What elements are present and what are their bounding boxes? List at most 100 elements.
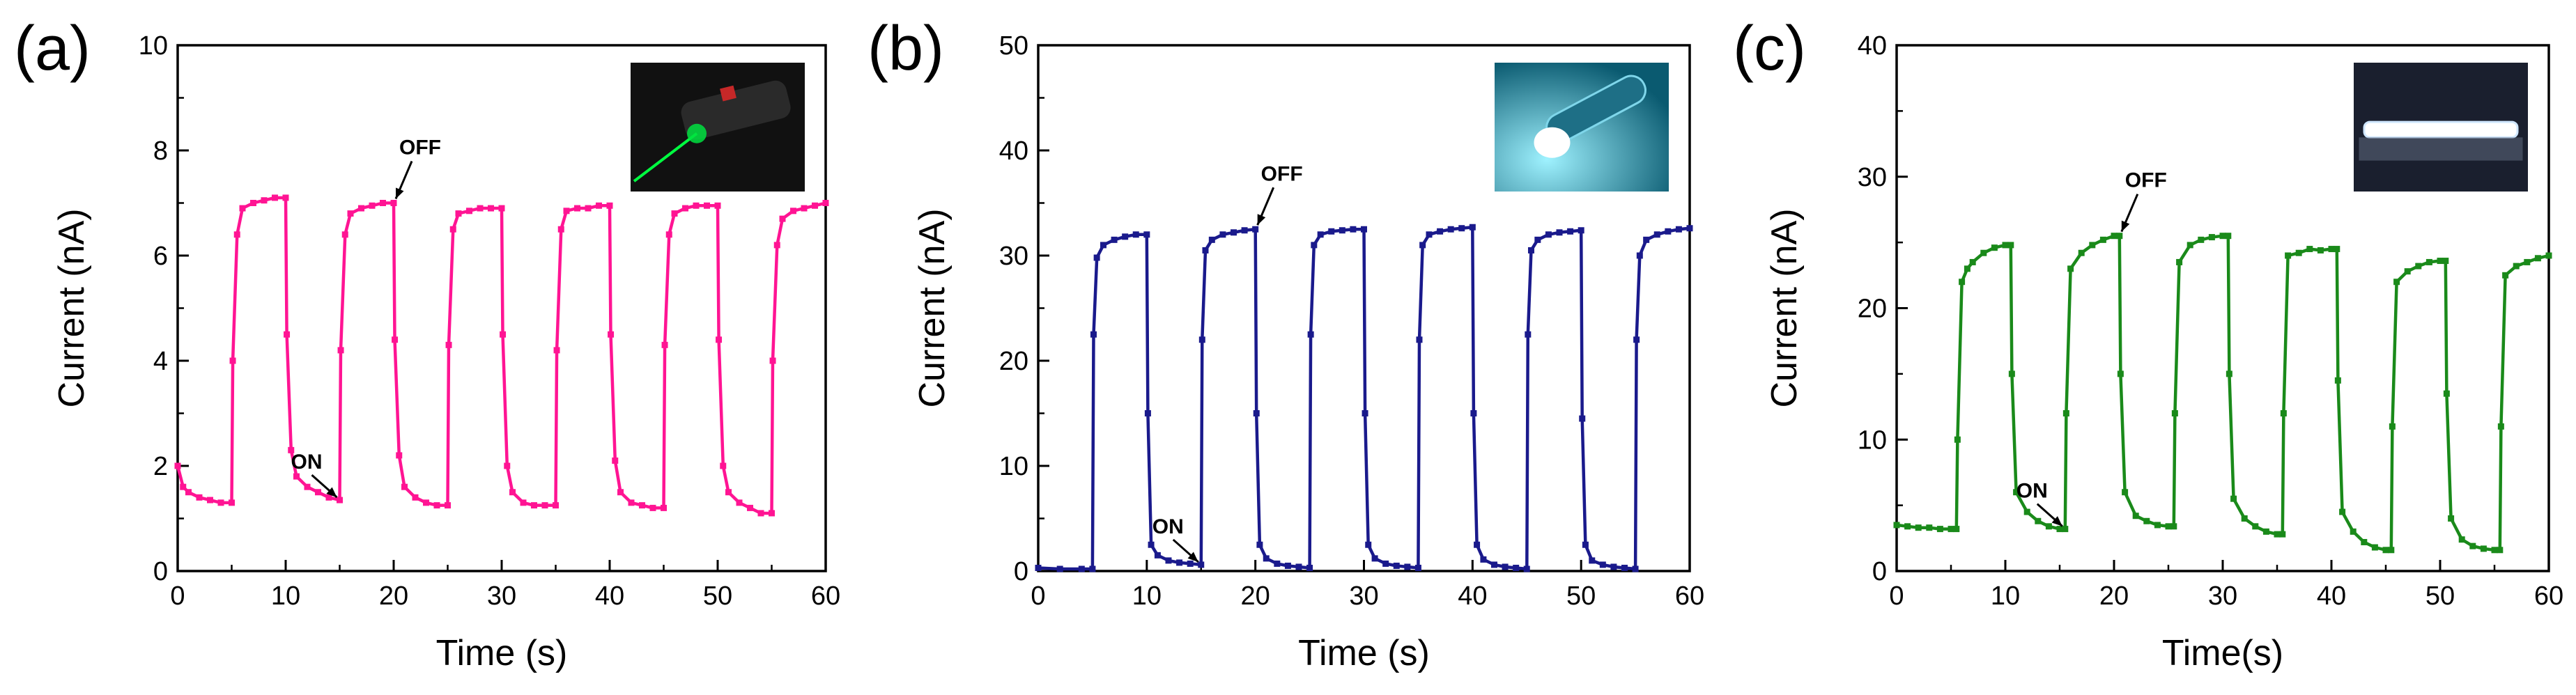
data-point xyxy=(1534,236,1541,243)
x-tick-label: 10 xyxy=(271,581,300,611)
data-point xyxy=(504,462,511,469)
data-point xyxy=(2226,370,2232,377)
data-point xyxy=(2035,517,2042,524)
data-point xyxy=(2545,252,2552,259)
data-point xyxy=(1111,236,1118,243)
data-point xyxy=(822,200,829,206)
data-point xyxy=(2295,249,2302,256)
data-point xyxy=(1437,228,1444,235)
data-point xyxy=(358,205,364,212)
data-point xyxy=(790,208,796,214)
annotation-off: OFF xyxy=(2125,169,2167,192)
data-point xyxy=(1132,231,1139,238)
data-point xyxy=(2008,370,2015,377)
data-point xyxy=(1078,565,1085,572)
data-point xyxy=(1469,224,1476,231)
data-point xyxy=(1361,226,1367,233)
y-tick-label: 10 xyxy=(1858,425,1887,455)
data-point xyxy=(812,202,818,209)
data-point xyxy=(2143,517,2150,524)
panel-label: (b) xyxy=(867,14,944,84)
data-point xyxy=(1513,564,1520,571)
data-point xyxy=(2067,265,2074,272)
data-point xyxy=(2171,410,2178,416)
data-point xyxy=(2198,236,2205,243)
data-point xyxy=(2186,242,2193,249)
data-point xyxy=(293,473,300,480)
data-point xyxy=(2241,515,2248,522)
data-point xyxy=(725,489,732,496)
data-point xyxy=(1458,225,1465,232)
data-point xyxy=(304,483,311,490)
data-point xyxy=(2415,263,2422,270)
data-point xyxy=(1527,247,1534,253)
data-point xyxy=(1426,231,1433,238)
x-tick-label: 30 xyxy=(487,581,516,611)
data-point xyxy=(1208,236,1215,243)
data-point xyxy=(2389,423,2396,430)
data-point xyxy=(2062,526,2069,533)
x-tick-label: 40 xyxy=(595,581,624,611)
data-point xyxy=(1328,228,1335,235)
data-point xyxy=(574,205,580,212)
annotation-arrowhead xyxy=(1187,552,1198,562)
y-axis-title: Current (nA) xyxy=(912,208,952,407)
data-point xyxy=(736,499,743,506)
data-point xyxy=(693,202,700,209)
data-point xyxy=(801,205,808,212)
data-point xyxy=(2339,508,2346,515)
annotation-arrowhead xyxy=(1257,214,1266,226)
data-point xyxy=(423,499,429,506)
y-tick-label: 2 xyxy=(153,452,168,481)
series-line xyxy=(176,196,826,515)
data-point xyxy=(1621,564,1628,571)
x-tick-label: 0 xyxy=(1889,581,1904,611)
data-point xyxy=(1556,229,1563,236)
data-point xyxy=(2491,547,2498,554)
data-point xyxy=(284,331,291,338)
data-point xyxy=(1523,565,1530,572)
data-point xyxy=(1295,563,1302,570)
data-point xyxy=(2388,547,2395,554)
x-tick-label: 50 xyxy=(703,581,732,611)
data-point xyxy=(1253,410,1260,416)
data-point xyxy=(1365,541,1372,548)
x-tick-label: 0 xyxy=(1031,581,1045,611)
data-point xyxy=(2317,247,2324,253)
x-tick-label: 20 xyxy=(2099,581,2129,611)
data-point xyxy=(229,499,235,506)
data-point xyxy=(2122,489,2129,496)
data-point xyxy=(1948,526,1954,533)
data-point xyxy=(2132,513,2139,520)
data-point xyxy=(682,205,688,212)
data-point xyxy=(1202,247,1209,253)
data-point xyxy=(180,483,187,490)
data-point xyxy=(1589,557,1596,564)
data-point xyxy=(2045,523,2052,530)
data-point xyxy=(1393,562,1400,569)
data-point xyxy=(2306,246,2313,253)
data-point xyxy=(2023,508,2030,515)
data-point xyxy=(1306,564,1313,571)
x-tick-label: 40 xyxy=(2317,581,2346,611)
data-point xyxy=(2334,377,2341,384)
data-point xyxy=(1936,526,1943,533)
data-point xyxy=(769,510,775,517)
data-point xyxy=(661,504,667,511)
data-point xyxy=(2007,242,2014,249)
data-point xyxy=(2437,258,2444,265)
data-point xyxy=(1474,541,1481,548)
annotation-off: OFF xyxy=(1261,162,1303,185)
data-point xyxy=(1362,410,1368,416)
data-point xyxy=(185,489,192,496)
data-point xyxy=(2002,242,2009,249)
data-point xyxy=(1056,565,1063,572)
data-point xyxy=(2262,528,2269,535)
data-point xyxy=(2328,246,2335,253)
data-point xyxy=(1567,228,1574,235)
data-point xyxy=(466,208,472,214)
x-tick-label: 60 xyxy=(1675,581,1704,611)
data-point xyxy=(341,231,348,238)
series-line xyxy=(1038,225,1690,571)
data-point xyxy=(2513,263,2520,270)
